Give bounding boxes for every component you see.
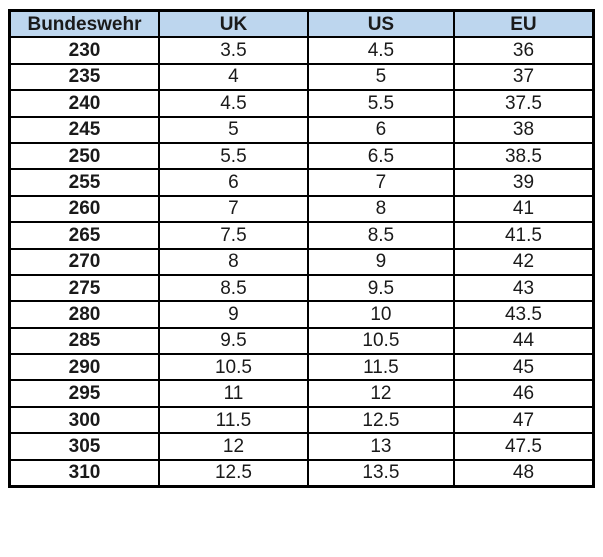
table-row: 280 9 10 43.5 <box>8 300 595 329</box>
cell-uk: 8.5 <box>158 273 309 303</box>
cell-us: 11.5 <box>306 353 455 382</box>
table-row: 285 9.5 10.5 44 <box>8 326 595 356</box>
cell-uk: 11 <box>158 379 309 408</box>
table-row: 305 12 13 47.5 <box>8 432 595 461</box>
cell-eu: 44 <box>452 326 595 356</box>
cell-eu: 36 <box>452 36 595 65</box>
cell-bundeswehr: 265 <box>8 221 160 250</box>
column-header-eu: EU <box>452 9 595 39</box>
cell-bundeswehr: 300 <box>8 405 160 435</box>
cell-us: 5.5 <box>306 89 455 118</box>
cell-eu: 42 <box>452 247 595 276</box>
cell-eu: 43.5 <box>452 300 595 329</box>
cell-us: 8.5 <box>306 221 455 250</box>
table-row: 250 5.5 6.5 38.5 <box>8 141 595 171</box>
header-row: Bundeswehr UK US EU <box>8 9 595 39</box>
cell-bundeswehr: 255 <box>8 168 160 197</box>
column-header-us: US <box>306 9 455 39</box>
table-row: 245 5 6 38 <box>8 115 595 144</box>
cell-bundeswehr: 230 <box>8 36 160 65</box>
table-row: 290 10.5 11.5 45 <box>8 353 595 382</box>
cell-bundeswehr: 270 <box>8 247 160 276</box>
table-row: 275 8.5 9.5 43 <box>8 273 595 303</box>
cell-bundeswehr: 305 <box>8 432 160 461</box>
cell-us: 13 <box>306 432 455 461</box>
cell-eu: 46 <box>452 379 595 408</box>
table-row: 255 6 7 39 <box>8 168 595 197</box>
cell-us: 10.5 <box>306 326 455 356</box>
cell-bundeswehr: 310 <box>8 458 160 488</box>
cell-eu: 38.5 <box>452 141 595 171</box>
table-body: 230 3.5 4.5 36 235 4 5 37 240 4.5 5.5 37.5 245 5 6 38 25… <box>8 36 595 488</box>
cell-uk: 7.5 <box>158 221 309 250</box>
cell-us: 10 <box>306 300 455 329</box>
cell-eu: 48 <box>452 458 595 488</box>
cell-uk: 4 <box>158 62 309 92</box>
cell-us: 6 <box>306 115 455 144</box>
table-row: 265 7.5 8.5 41.5 <box>8 221 595 250</box>
cell-bundeswehr: 285 <box>8 326 160 356</box>
cell-us: 4.5 <box>306 36 455 65</box>
table-row: 260 7 8 41 <box>8 194 595 224</box>
cell-uk: 9.5 <box>158 326 309 356</box>
cell-us: 7 <box>306 168 455 197</box>
column-header-uk: UK <box>158 9 309 39</box>
cell-bundeswehr: 245 <box>8 115 160 144</box>
cell-bundeswehr: 240 <box>8 89 160 118</box>
cell-eu: 45 <box>452 353 595 382</box>
cell-uk: 12.5 <box>158 458 309 488</box>
cell-uk: 4.5 <box>158 89 309 118</box>
table-row: 235 4 5 37 <box>8 62 595 92</box>
cell-eu: 37 <box>452 62 595 92</box>
cell-uk: 10.5 <box>158 353 309 382</box>
table-row: 310 12.5 13.5 48 <box>8 458 595 488</box>
cell-bundeswehr: 290 <box>8 353 160 382</box>
cell-eu: 41.5 <box>452 221 595 250</box>
column-header-bundeswehr: Bundeswehr <box>8 9 160 39</box>
cell-uk: 5.5 <box>158 141 309 171</box>
cell-uk: 8 <box>158 247 309 276</box>
cell-bundeswehr: 235 <box>8 62 160 92</box>
cell-us: 8 <box>306 194 455 224</box>
cell-uk: 12 <box>158 432 309 461</box>
cell-us: 5 <box>306 62 455 92</box>
table-row: 270 8 9 42 <box>8 247 595 276</box>
cell-eu: 39 <box>452 168 595 197</box>
table-row: 230 3.5 4.5 36 <box>8 36 595 65</box>
cell-us: 9 <box>306 247 455 276</box>
cell-bundeswehr: 280 <box>8 300 160 329</box>
size-conversion-table: Bundeswehr UK US EU 230 3.5 4.5 36 235 4 5 37 24… <box>8 9 595 489</box>
table-row: 295 11 12 46 <box>8 379 595 408</box>
cell-us: 6.5 <box>306 141 455 171</box>
table-row: 240 4.5 5.5 37.5 <box>8 89 595 118</box>
cell-uk: 11.5 <box>158 405 309 435</box>
cell-eu: 47.5 <box>452 432 595 461</box>
cell-uk: 9 <box>158 300 309 329</box>
cell-eu: 43 <box>452 273 595 303</box>
cell-eu: 37.5 <box>452 89 595 118</box>
cell-eu: 38 <box>452 115 595 144</box>
cell-bundeswehr: 250 <box>8 141 160 171</box>
cell-us: 12 <box>306 379 455 408</box>
cell-us: 9.5 <box>306 273 455 303</box>
table-row: 300 11.5 12.5 47 <box>8 405 595 435</box>
cell-uk: 6 <box>158 168 309 197</box>
cell-bundeswehr: 275 <box>8 273 160 303</box>
cell-eu: 47 <box>452 405 595 435</box>
cell-uk: 3.5 <box>158 36 309 65</box>
cell-us: 13.5 <box>306 458 455 488</box>
cell-eu: 41 <box>452 194 595 224</box>
cell-us: 12.5 <box>306 405 455 435</box>
cell-uk: 7 <box>158 194 309 224</box>
cell-uk: 5 <box>158 115 309 144</box>
cell-bundeswehr: 260 <box>8 194 160 224</box>
cell-bundeswehr: 295 <box>8 379 160 408</box>
